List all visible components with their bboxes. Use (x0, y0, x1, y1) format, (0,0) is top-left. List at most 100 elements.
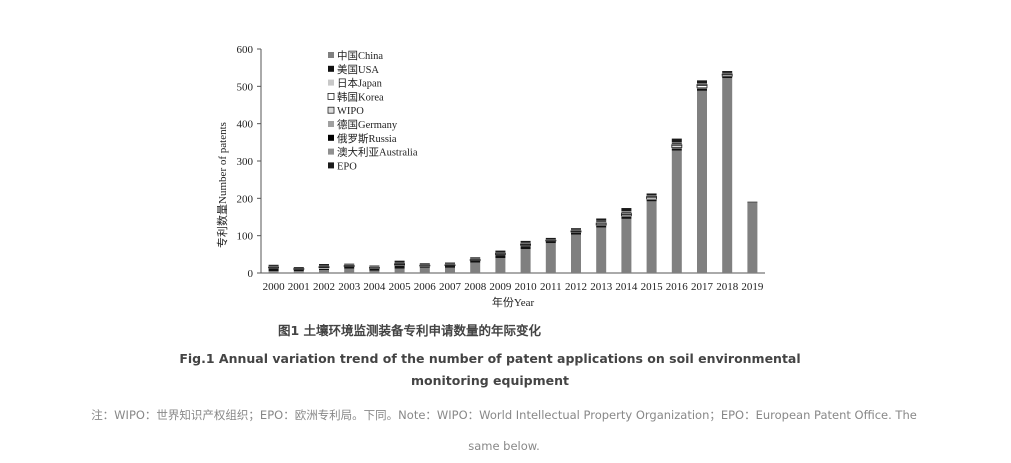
figure-note: 注：WIPO：世界知识产权组织；EPO：欧洲专利局。下同。Note：WIPO：W… (14, 400, 994, 462)
bar-segment (369, 266, 380, 267)
x-tick-label: 2000 (263, 281, 286, 293)
figure-caption-en: Fig.1 Annual variation trend of the numb… (130, 348, 850, 392)
bar-segment (722, 71, 733, 73)
x-tick-label: 2010 (515, 281, 538, 293)
x-tick-label: 2002 (313, 281, 335, 293)
bar-segment (319, 265, 329, 267)
bar-segment (722, 72, 733, 74)
bar-segment (596, 221, 607, 223)
y-tick-label: 500 (237, 81, 254, 93)
bar-segment (344, 264, 355, 266)
bar-segment (520, 242, 531, 244)
y-tick-label: 400 (237, 119, 254, 131)
x-tick-label: 2008 (464, 281, 487, 293)
x-tick-label: 2009 (489, 281, 512, 293)
legend-swatch (328, 65, 334, 72)
bar-segment (419, 264, 430, 266)
bar-segment (268, 268, 279, 272)
bar-segment (520, 243, 531, 245)
bar-segment (621, 211, 632, 212)
bar-segment (571, 230, 581, 231)
bar-segment (319, 264, 329, 266)
legend-swatch (327, 106, 335, 114)
legend-swatch (328, 148, 334, 155)
x-tick-label: 2007 (439, 281, 462, 293)
legend-label: 俄罗斯Russia (337, 132, 397, 145)
x-tick-label: 2011 (540, 281, 562, 293)
x-tick-label: 2016 (666, 281, 689, 293)
bar-segment (470, 260, 481, 263)
bar-segment (470, 257, 481, 259)
bar-segment (369, 268, 380, 271)
figure-note-line1: 注：WIPO：世界知识产权组织；EPO：欧洲专利局。下同。Note：WIPO：W… (91, 408, 917, 422)
y-tick-label: 0 (248, 268, 254, 280)
bar-segment (545, 237, 556, 240)
bar-segment (747, 201, 758, 203)
bar-segment (394, 265, 405, 269)
x-tick-label: 2018 (716, 281, 739, 293)
x-axis: 2000 2001 2002 2003 2004 2005 2006 2007 2008 2009… (261, 272, 765, 293)
bar-segment (596, 222, 607, 223)
bar-segment (646, 193, 657, 196)
legend-label: 澳大利亚Australia (337, 146, 418, 159)
bar-segment (419, 263, 430, 265)
bar-segment (671, 138, 682, 143)
figure-caption-en-line1: Fig.1 Annual variation trend of the numb… (179, 351, 801, 366)
legend-swatch (328, 162, 334, 169)
figure-note-line2: same below. (468, 439, 540, 453)
bar-segment (470, 259, 481, 260)
bar-segment (697, 83, 707, 85)
x-tick-label: 2019 (741, 281, 764, 293)
legend-swatch (328, 52, 334, 58)
bar-segment (671, 150, 682, 273)
bar-segment (671, 143, 682, 145)
bar-segment (319, 270, 329, 273)
bar-segment (646, 196, 657, 197)
bar-segment (697, 88, 707, 91)
bar-segment (671, 142, 682, 144)
x-tick-label: 2017 (691, 281, 714, 293)
y-tick-label: 300 (237, 156, 254, 168)
bar-segment (722, 73, 733, 74)
figure-caption-en-line2: monitoring equipment (411, 373, 569, 388)
legend-label: 美国USA (337, 63, 379, 76)
bar-segment (445, 264, 455, 265)
bar-segment (520, 249, 531, 273)
bar-segment (545, 239, 556, 240)
bar-segment (268, 264, 279, 266)
y-tick-label: 100 (237, 231, 254, 243)
bar-segment (520, 243, 531, 244)
bar-segment (646, 201, 657, 273)
y-axis-label: 专利数量Number of patents (215, 122, 229, 248)
bar-segment (369, 267, 380, 268)
bar-segment (571, 228, 581, 230)
bar-segment (495, 255, 506, 259)
bar-segment (671, 144, 683, 147)
bar-segment (445, 262, 455, 264)
legend-label: 德国Germany (337, 118, 398, 131)
legend-label: EPO (337, 161, 357, 172)
bar-segment (571, 234, 581, 273)
bar-segment (621, 211, 632, 213)
bar-segment (419, 266, 430, 268)
bar-segment (495, 252, 506, 254)
bar-segment (520, 240, 531, 243)
bar-segment (319, 265, 329, 267)
bar-segment (697, 90, 707, 274)
bar-segment (495, 252, 506, 253)
legend-label: WIPO (337, 106, 364, 117)
bar-segment (268, 266, 279, 268)
x-tick-label: 2012 (565, 281, 587, 293)
bar-segment (596, 227, 607, 273)
x-tick-label: 2004 (363, 281, 386, 293)
bars (268, 71, 758, 274)
bar-segment (596, 220, 607, 222)
bar-segment (394, 262, 405, 264)
figure-caption-cn: 图1 土壤环境监测装备专利申请数量的年际变化 (278, 323, 542, 338)
bar-segment (344, 266, 355, 269)
bar-segment (470, 262, 481, 273)
y-tick-label: 200 (237, 193, 254, 205)
bar-segment (671, 143, 682, 144)
x-tick-label: 2015 (641, 281, 664, 293)
bar-segment (268, 266, 279, 267)
